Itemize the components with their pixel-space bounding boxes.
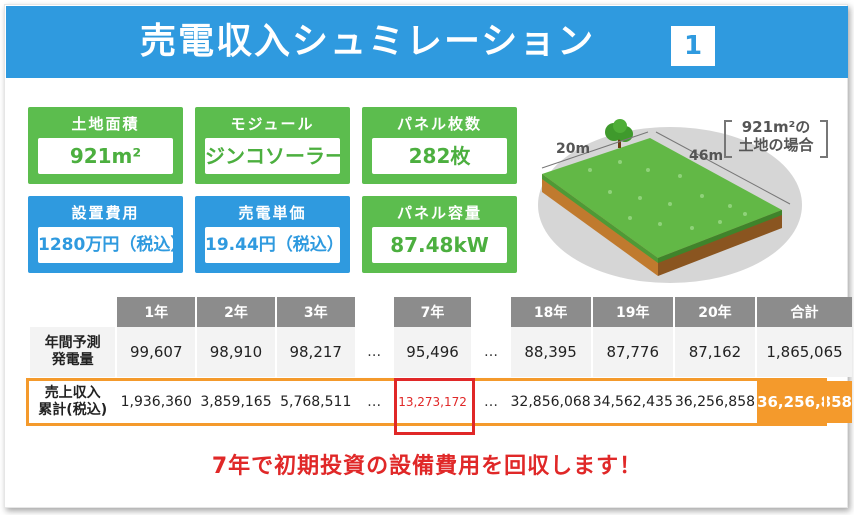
revenue-total-cell: 36,256,858 bbox=[757, 381, 852, 423]
table-row-generation: 年間予測 発電量 99,607 98,910 98,217 … 95,496 …… bbox=[30, 327, 852, 377]
header-year-20: 20年 bbox=[674, 297, 756, 327]
ellipsis: … bbox=[367, 394, 382, 410]
panel-count-label: パネル枚数 bbox=[396, 115, 482, 133]
land-area-box: 土地面積 921m² bbox=[28, 107, 183, 184]
length-dimension-line bbox=[655, 131, 791, 205]
table-header-row: 1年 2年 3年 7年 18年 19年 20年 合計 bbox=[30, 297, 852, 327]
table-cell: 98,217 bbox=[276, 327, 355, 377]
header-year-7: 7年 bbox=[393, 297, 472, 327]
land-caption: 921m²の 土地の場合 bbox=[724, 118, 828, 158]
payback-message: 7年で初期投資の設備費用を回収します！ bbox=[211, 454, 643, 479]
table-cell: 1,936,360 bbox=[117, 381, 196, 423]
table-cell: 87,776 bbox=[592, 327, 673, 377]
land-area-value: 921m² bbox=[38, 138, 173, 174]
simulation-table: 1年 2年 3年 7年 18年 19年 20年 合計 年間予測 発電量 99,6… bbox=[28, 297, 854, 423]
row-label-generation: 年間予測 発電量 bbox=[30, 327, 116, 377]
module-value: ジンコソーラー bbox=[205, 138, 340, 174]
land-plot-illustration bbox=[538, 119, 802, 283]
header-ellipsis-2 bbox=[473, 297, 508, 327]
land-width-label: 20m bbox=[556, 141, 591, 157]
table-cell: 95,496 bbox=[393, 327, 472, 377]
header-total: 合計 bbox=[757, 297, 852, 327]
header-ellipsis-1 bbox=[357, 297, 392, 327]
table-cell: 34,562,435 bbox=[592, 381, 673, 423]
header-year-19: 19年 bbox=[592, 297, 673, 327]
panel-count-box: パネル枚数 282枚 bbox=[362, 107, 517, 184]
ellipsis: … bbox=[367, 344, 382, 360]
payback-cell: 13,273,172 bbox=[393, 381, 472, 423]
panel-capacity-label: パネル容量 bbox=[396, 204, 482, 222]
table-cell: 3,859,165 bbox=[197, 381, 275, 423]
page-number-badge: 1 bbox=[671, 26, 715, 66]
panel-capacity-box: パネル容量 87.48kW bbox=[362, 196, 517, 273]
table-cell: 32,856,068 bbox=[510, 381, 591, 423]
page-title: 売電収入シュミレーション bbox=[140, 21, 596, 62]
table-cell: 98,910 bbox=[197, 327, 275, 377]
land-length-label: 46m bbox=[689, 148, 724, 164]
table-cell: 36,256,858 bbox=[674, 381, 756, 423]
ellipsis: … bbox=[483, 394, 498, 410]
land-caption-line2: 土地の場合 bbox=[738, 136, 814, 154]
table-cell: 99,607 bbox=[117, 327, 196, 377]
panel-capacity-value: 87.48kW bbox=[372, 227, 507, 263]
header-year-2: 2年 bbox=[197, 297, 275, 327]
module-label: モジュール bbox=[230, 115, 315, 133]
table-cell-total: 1,865,065 bbox=[757, 327, 852, 377]
page-header: 売電収入シュミレーション 1 bbox=[6, 6, 848, 78]
installation-cost-value: 1280万円（税込） bbox=[38, 227, 173, 263]
table-cell: 87,162 bbox=[674, 327, 756, 377]
header-year-3: 3年 bbox=[276, 297, 355, 327]
grass-marks bbox=[588, 160, 747, 230]
panel-count-value: 282枚 bbox=[372, 138, 507, 174]
table-cell: 88,395 bbox=[510, 327, 591, 377]
land-area-label: 土地面積 bbox=[71, 115, 140, 133]
ellipsis: … bbox=[483, 344, 498, 360]
width-dimension-line bbox=[541, 131, 649, 169]
header-year-1: 1年 bbox=[117, 297, 196, 327]
table-row-revenue: 売上収入 累計(税込) 1,936,360 3,859,165 5,768,51… bbox=[30, 381, 852, 423]
table-cell: 5,768,511 bbox=[276, 381, 355, 423]
header-year-18: 18年 bbox=[510, 297, 591, 327]
unit-price-value: 19.44円（税込） bbox=[205, 227, 340, 263]
row-label-revenue: 売上収入 累計(税込) bbox=[30, 381, 116, 423]
module-box: モジュール ジンコソーラー bbox=[195, 107, 350, 184]
installation-cost-box: 設置費用 1280万円（税込） bbox=[28, 196, 183, 273]
land-surface bbox=[542, 138, 782, 258]
installation-cost-label: 設置費用 bbox=[71, 204, 140, 222]
land-caption-line1: 921m²の bbox=[741, 118, 811, 136]
unit-price-label: 売電単価 bbox=[238, 204, 307, 222]
unit-price-box: 売電単価 19.44円（税込） bbox=[195, 196, 350, 273]
